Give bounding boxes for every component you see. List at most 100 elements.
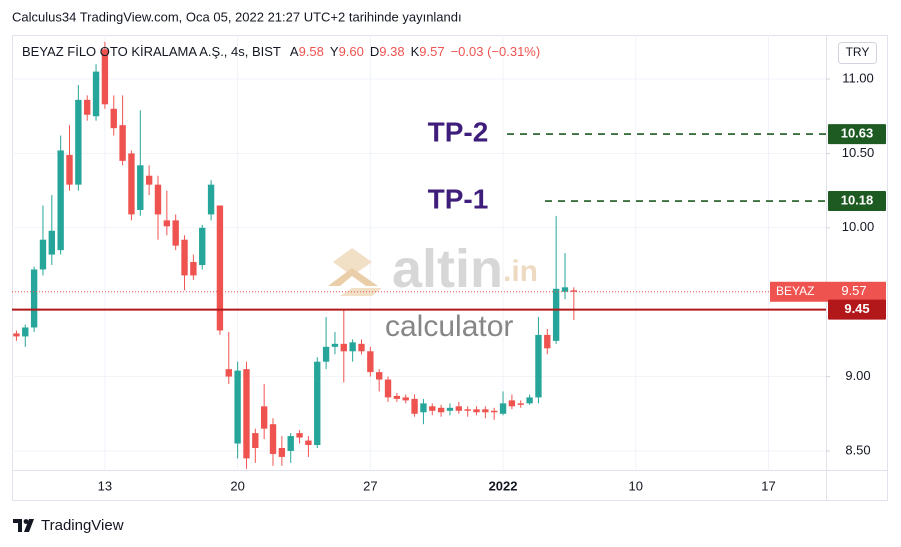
footer-logo: TradingView (13, 517, 124, 534)
level-label: TP-2 (428, 116, 489, 147)
candle-body (375, 372, 383, 380)
candle-body (66, 154, 73, 185)
candle-body (181, 239, 188, 276)
candle-body (411, 398, 418, 414)
candle-body (358, 343, 365, 352)
candle-body (119, 125, 126, 161)
candle-body (455, 406, 463, 411)
x-tick-label: 27 (363, 478, 377, 493)
ohlc-value: 9.58 (299, 44, 324, 59)
y-tick-label: 11.00 (842, 70, 874, 85)
footer-brand: TradingView (41, 517, 124, 534)
overlay: TP-2 TP-1 (12, 116, 826, 311)
watermark-logo (328, 268, 378, 286)
candle-body (260, 406, 268, 429)
candle-body (154, 184, 162, 215)
ohlc-key: A (290, 44, 299, 59)
candle-body (199, 227, 206, 265)
candle-body (526, 397, 533, 404)
candles (13, 41, 578, 469)
candle-body (322, 346, 330, 362)
candle-body (190, 262, 197, 276)
level-badge (828, 191, 886, 212)
candle-body (420, 403, 427, 413)
level-badge (828, 299, 886, 320)
candle-body (216, 205, 224, 331)
candle-body (57, 150, 64, 251)
candle-body (402, 397, 409, 401)
candle-body (535, 334, 542, 398)
candle-body (349, 342, 356, 352)
watermark-sub: calculator (385, 310, 513, 343)
currency: TRY (846, 45, 870, 59)
watermark-brand: altin (392, 239, 503, 299)
candle-body (110, 108, 117, 129)
candle-body (570, 290, 578, 292)
candle-body (145, 175, 153, 185)
currency-box (838, 42, 877, 64)
ohlc: A9.58 Y9.60 D9.38 K9.57 −0.03 (−0.31%) (290, 44, 540, 59)
candle-body (544, 334, 551, 349)
candle-body (314, 361, 321, 446)
symbol: BEYAZ FİLO OTO KİRALAMA A.Ş., 4s, BIST (22, 44, 281, 59)
last-price-label: 9.57 (841, 283, 866, 298)
footer-logo-mark (13, 519, 22, 532)
candle-body (13, 333, 20, 337)
y-tick-label: 9.00 (845, 368, 870, 383)
candle-body (48, 230, 56, 255)
watermark: altin.in calculator (328, 239, 538, 343)
x-tick-label: 13 (98, 478, 112, 493)
candle-body (22, 327, 29, 337)
candle-body (243, 369, 250, 459)
footer-logo-mark (23, 519, 29, 524)
level-value: 9.45 (844, 301, 869, 316)
candle-body (101, 49, 109, 105)
candle-body (287, 436, 294, 451)
candle-body (225, 369, 232, 377)
candle-body (393, 395, 401, 399)
candle-body (75, 99, 82, 185)
candle-body (128, 153, 135, 215)
ohlc-key: K (411, 44, 420, 59)
candle-body (464, 409, 471, 411)
candle-body (252, 433, 259, 448)
candle-body (305, 440, 312, 446)
ohlc-key: D (370, 44, 379, 59)
ohlc-value: 9.38 (379, 44, 404, 59)
watermark-logo (333, 248, 372, 276)
candle-body (84, 99, 91, 115)
candle-body (384, 379, 392, 398)
candle-body (491, 410, 498, 413)
candle-body (367, 351, 374, 373)
axes: 8.50 9.00 10.00 10.50 11.00 13 20 27 2022 10 17 BEY… (98, 70, 886, 493)
candle-body (296, 433, 303, 438)
chart-legend: BEYAZ FİLO OTO KİRALAMA A.Ş., 4s, BIST A9… (22, 44, 540, 59)
candle-body (508, 400, 516, 407)
candle-body (340, 343, 347, 352)
candle-body (163, 220, 171, 227)
candle-body (437, 407, 445, 413)
candle-body (517, 403, 524, 405)
candle-body (331, 343, 339, 347)
x-tick-label: 17 (761, 478, 775, 493)
candle-body (172, 220, 179, 246)
candle-body (499, 403, 507, 414)
candle-body (269, 424, 277, 454)
y-tick-label: 10.00 (842, 219, 875, 234)
ohlc-value: 9.57 (419, 44, 444, 59)
ohlc-value: 9.60 (339, 44, 364, 59)
watermark-suffix: .in (503, 255, 538, 288)
level-value: 10.18 (841, 192, 874, 207)
candle-body (207, 184, 215, 215)
candle-body (92, 71, 100, 117)
x-tick-label: 2022 (489, 478, 518, 493)
last-price-badge (770, 281, 886, 302)
candle-body (482, 409, 489, 413)
chart-frame (12, 35, 888, 501)
watermark-brand: altin.in (392, 239, 538, 299)
level-badge (828, 124, 886, 145)
candle-body (39, 239, 47, 270)
x-tick-label: 20 (230, 478, 244, 493)
